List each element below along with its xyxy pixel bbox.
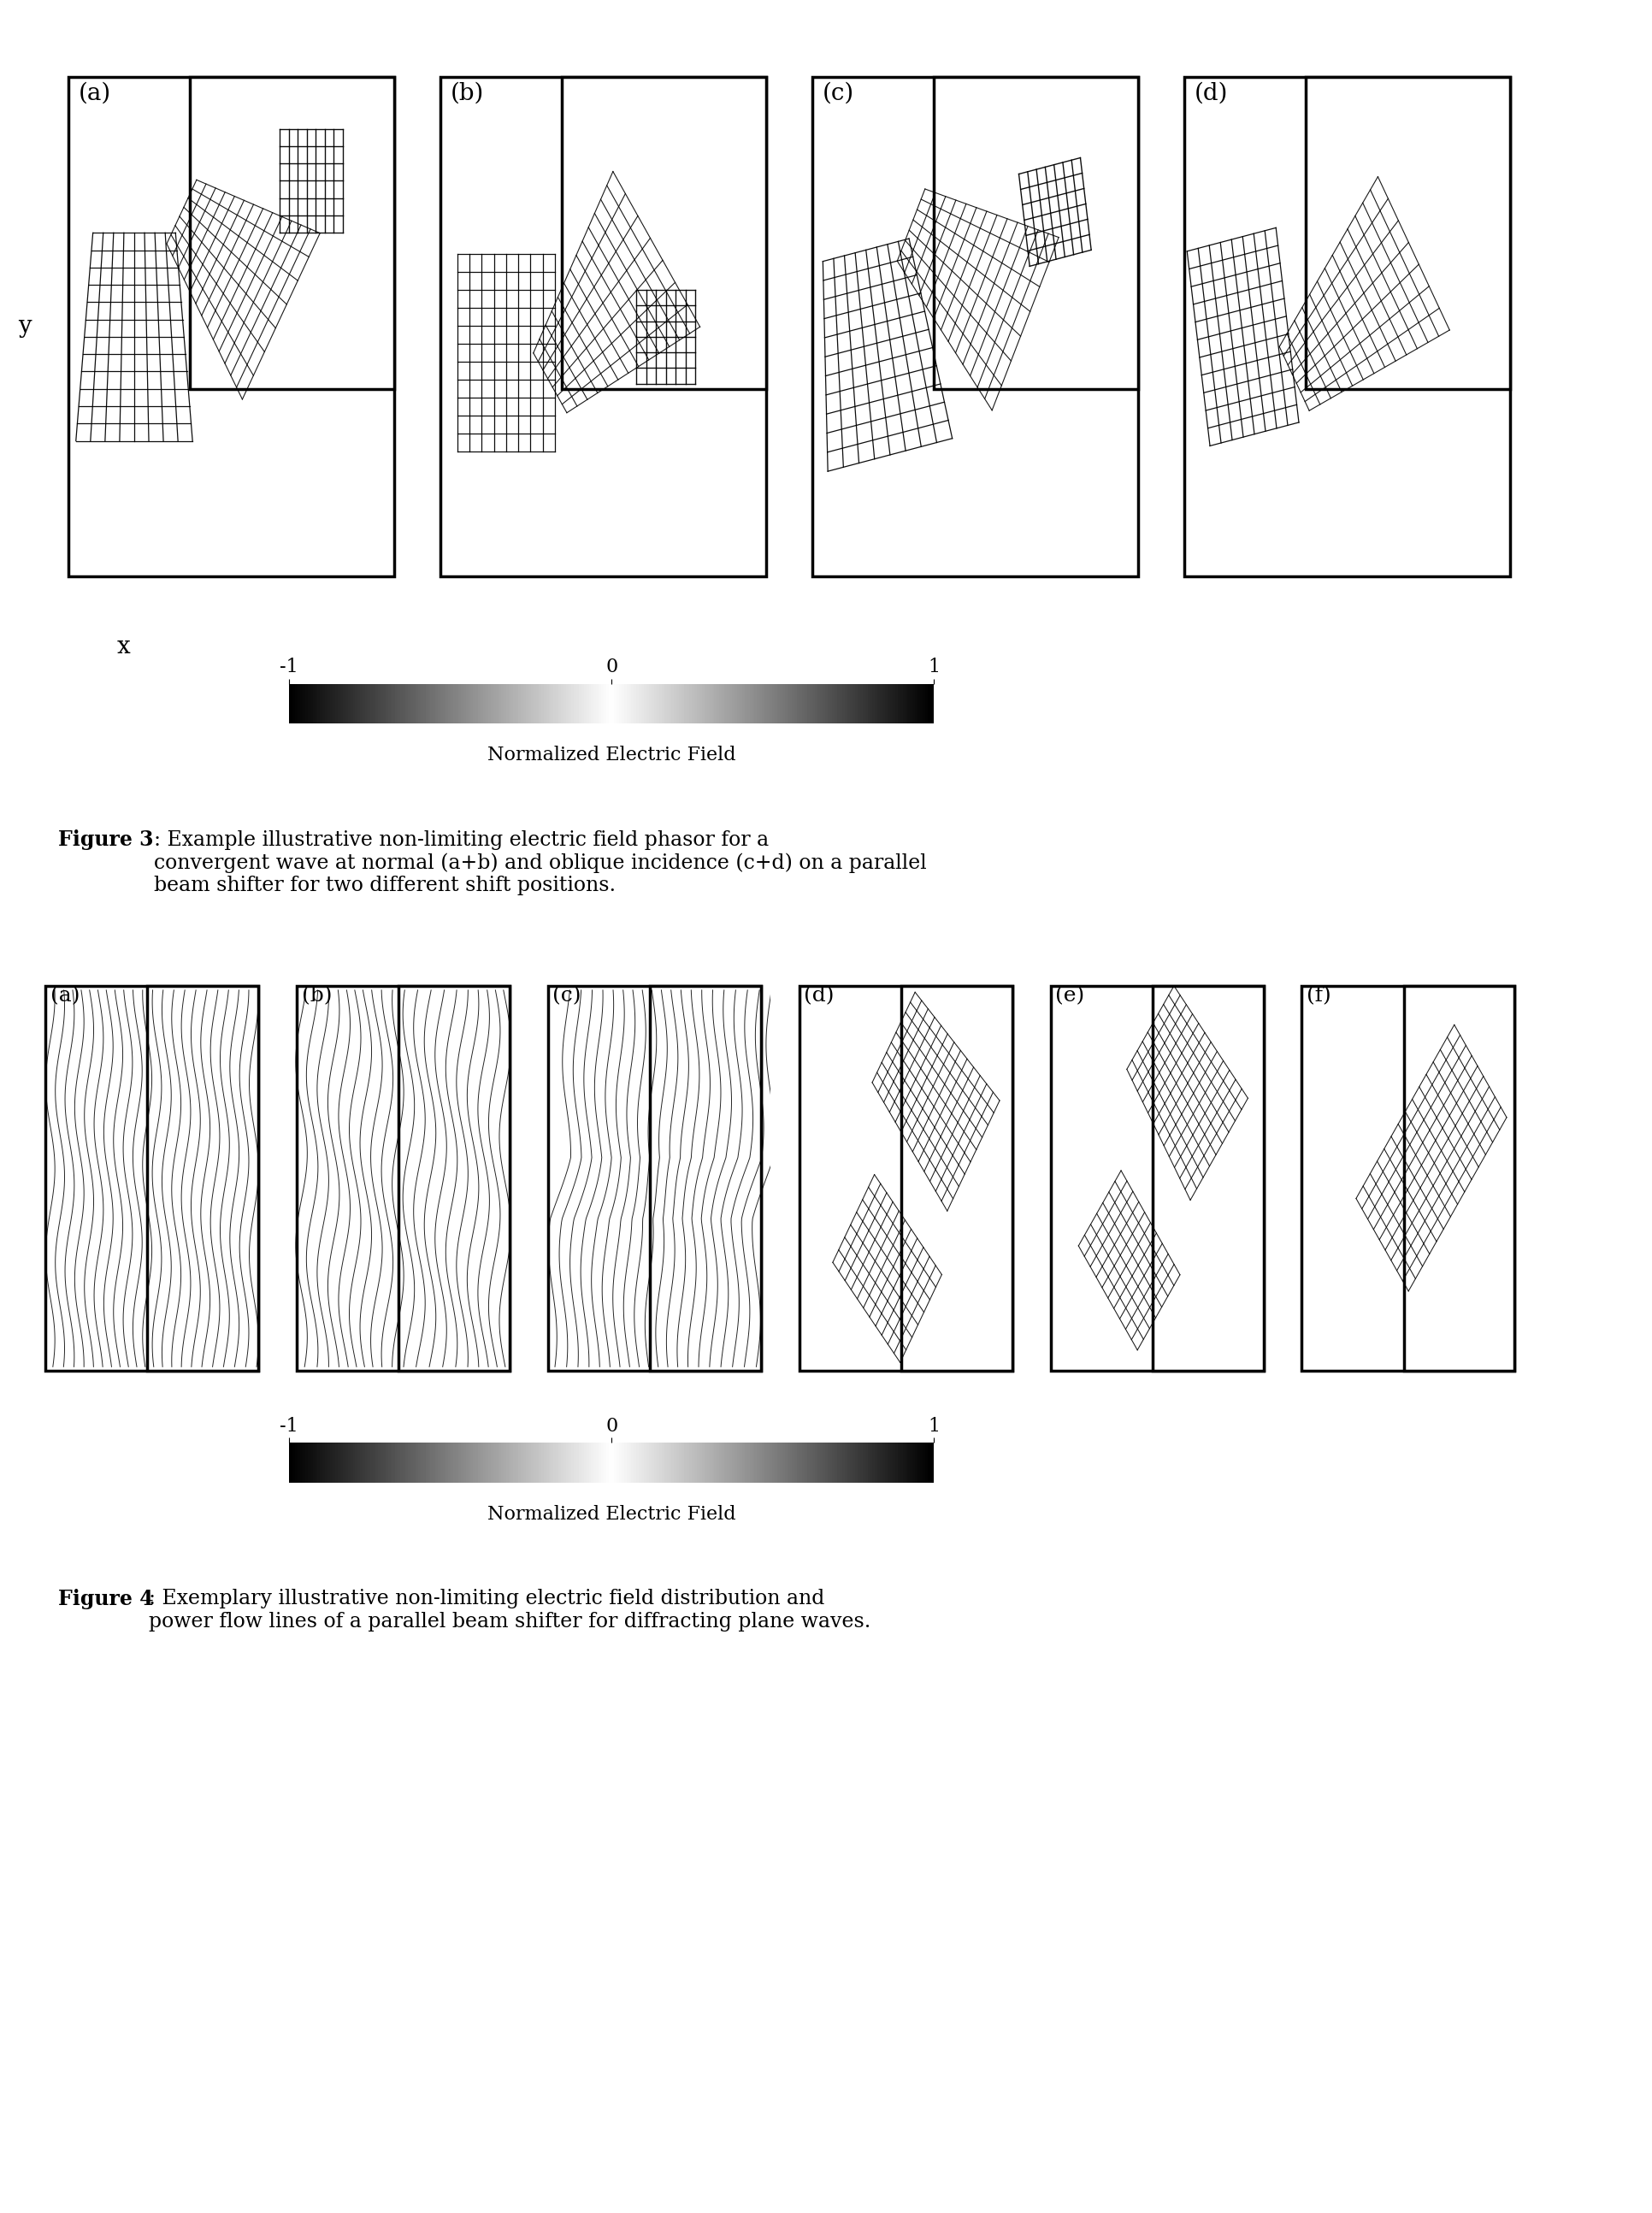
Text: (b): (b) bbox=[451, 82, 484, 104]
Text: (d): (d) bbox=[803, 987, 834, 1005]
Text: (d): (d) bbox=[1194, 82, 1227, 104]
Text: Normalized Electric Field: Normalized Electric Field bbox=[487, 746, 735, 766]
Text: Figure 3: Figure 3 bbox=[58, 830, 154, 850]
Text: (a): (a) bbox=[50, 987, 79, 1005]
Bar bbox=[900, 987, 1011, 1370]
Bar bbox=[147, 987, 258, 1370]
Text: : Exemplary illustrative non-limiting electric field distribution and
power flow: : Exemplary illustrative non-limiting el… bbox=[149, 1589, 871, 1631]
Bar bbox=[398, 987, 509, 1370]
Bar bbox=[933, 77, 1138, 389]
Bar bbox=[1305, 77, 1510, 389]
Bar bbox=[1403, 987, 1513, 1370]
Text: : Example illustrative non-limiting electric field phasor for a
convergent wave : : Example illustrative non-limiting elec… bbox=[154, 830, 927, 896]
Bar bbox=[562, 77, 767, 389]
Bar bbox=[190, 77, 395, 389]
Text: (c): (c) bbox=[823, 82, 854, 104]
Text: y: y bbox=[18, 314, 31, 339]
Text: (a): (a) bbox=[79, 82, 111, 104]
Text: (f): (f) bbox=[1305, 987, 1330, 1005]
Text: (c): (c) bbox=[552, 987, 582, 1005]
Text: Normalized Electric Field: Normalized Electric Field bbox=[487, 1505, 735, 1525]
Text: x: x bbox=[117, 635, 131, 657]
Text: (b): (b) bbox=[301, 987, 332, 1005]
Text: Figure 4: Figure 4 bbox=[58, 1589, 154, 1609]
Bar bbox=[649, 987, 760, 1370]
Bar bbox=[1151, 987, 1262, 1370]
Text: (e): (e) bbox=[1054, 987, 1084, 1005]
